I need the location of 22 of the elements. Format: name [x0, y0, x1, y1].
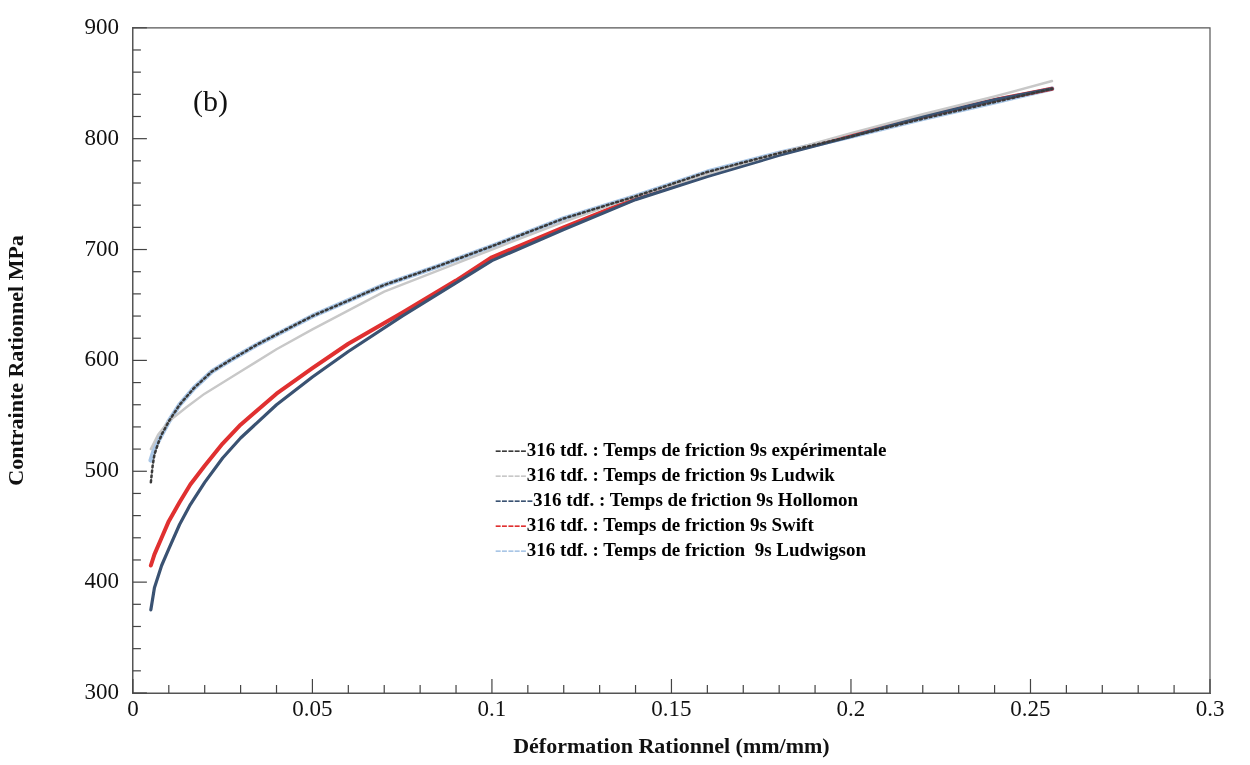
- x-tick-label: 0: [127, 695, 139, 721]
- y-tick-label: 300: [84, 679, 119, 705]
- x-tick-label: 0.1: [477, 695, 507, 721]
- y-tick-label: 500: [84, 457, 119, 483]
- x-tick-label: 0.25: [1010, 695, 1051, 721]
- y-tick-label: 600: [84, 346, 119, 372]
- y-tick-label: 400: [84, 568, 119, 594]
- x-axis-title: Déformation Rationnel (mm/mm): [513, 733, 830, 759]
- x-tick-label: 0.2: [836, 695, 866, 721]
- y-tick-label: 900: [84, 13, 119, 39]
- x-tick-label: 0.15: [651, 695, 692, 721]
- text: -----316 tdf. : Temps de friction 9s Ludwigson: [495, 538, 868, 562]
- text: -----316 tdf. : Temps de friction 9s Ludwik: [495, 463, 836, 487]
- x-tick-label: 0.05: [292, 695, 333, 721]
- y-tick-label: 800: [84, 124, 119, 150]
- y-axis-title: Contrainte Rationnel MPa: [2, 235, 28, 486]
- text: -----316 tdf. : Temps de friction 9s Swift: [495, 513, 815, 537]
- annotation: (b): [192, 83, 228, 118]
- text: ------316 tdf. : Temps de friction 9s Hollomon: [495, 488, 860, 512]
- y-tick-label: 700: [84, 235, 119, 261]
- text: -----316 tdf. : Temps de friction 9s expérimentale: [495, 438, 887, 462]
- x-tick-label: 0.3: [1195, 695, 1225, 721]
